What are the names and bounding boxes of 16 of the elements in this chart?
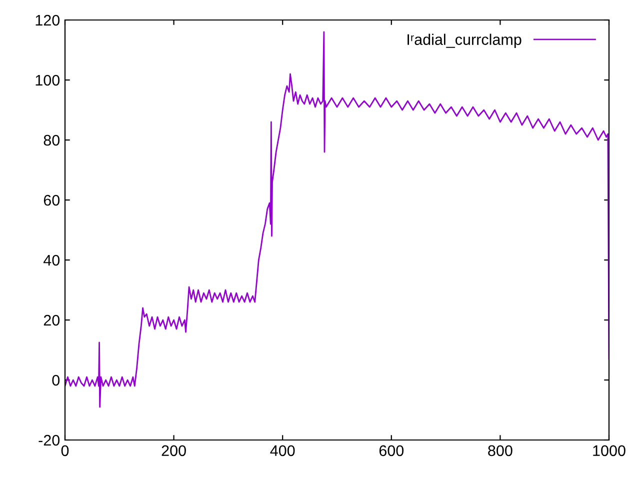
y-tick-label: -20 — [38, 434, 60, 446]
y-tick-label: 80 — [44, 134, 60, 146]
x-tick-label: 0 — [61, 445, 69, 456]
x-tick-label: 600 — [379, 445, 404, 456]
x-tick-label: 1000 — [593, 445, 626, 456]
y-tick-label: 120 — [36, 14, 60, 26]
y-tick-label: 20 — [44, 314, 60, 326]
y-tick-label: 0 — [52, 374, 60, 386]
legend-label: Iʳadial_currclamp — [408, 34, 522, 48]
x-tick-label: 200 — [162, 445, 186, 456]
x-tick-label: 800 — [488, 445, 512, 456]
x-tick-label: 400 — [270, 445, 295, 456]
line-series — [65, 31, 609, 408]
y-tick-label: 100 — [36, 74, 60, 86]
y-tick-label: 40 — [44, 254, 60, 266]
y-tick-label: 60 — [44, 194, 60, 206]
